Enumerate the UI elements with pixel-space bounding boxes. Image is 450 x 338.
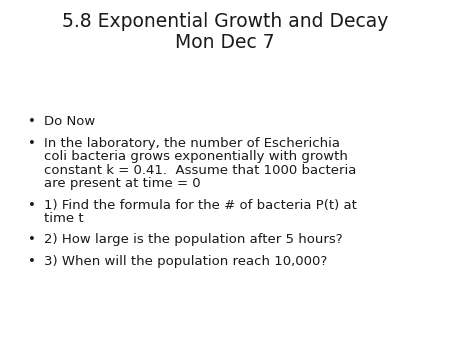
Text: coli bacteria grows exponentially with growth: coli bacteria grows exponentially with g… bbox=[44, 150, 348, 163]
Text: Do Now: Do Now bbox=[44, 115, 95, 128]
Text: 2) How large is the population after 5 hours?: 2) How large is the population after 5 h… bbox=[44, 234, 342, 246]
Text: 1) Find the formula for the # of bacteria P(t) at: 1) Find the formula for the # of bacteri… bbox=[44, 198, 357, 212]
Text: are present at time = 0: are present at time = 0 bbox=[44, 177, 201, 190]
Text: Mon Dec 7: Mon Dec 7 bbox=[175, 33, 275, 52]
Text: 3) When will the population reach 10,000?: 3) When will the population reach 10,000… bbox=[44, 255, 327, 268]
Text: constant k = 0.41.  Assume that 1000 bacteria: constant k = 0.41. Assume that 1000 bact… bbox=[44, 164, 356, 176]
Text: •: • bbox=[28, 255, 36, 268]
Text: •: • bbox=[28, 115, 36, 128]
Text: 5.8 Exponential Growth and Decay: 5.8 Exponential Growth and Decay bbox=[62, 12, 388, 31]
Text: •: • bbox=[28, 198, 36, 212]
Text: In the laboratory, the number of Escherichia: In the laboratory, the number of Escheri… bbox=[44, 137, 340, 149]
Text: •: • bbox=[28, 234, 36, 246]
Text: time t: time t bbox=[44, 212, 84, 225]
Text: •: • bbox=[28, 137, 36, 149]
